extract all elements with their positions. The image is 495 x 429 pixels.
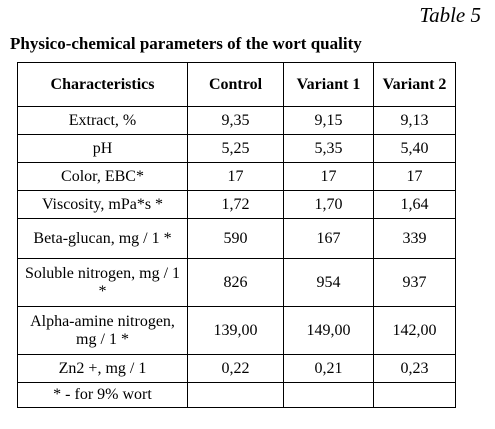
row-label: Color, EBC*: [17, 162, 188, 191]
control-value: 826: [187, 258, 284, 307]
variant-2-value: 1,64: [373, 190, 456, 219]
row-label: Alpha-amine nitrogen, mg / 1 *: [17, 306, 188, 355]
variant-2-value: 937: [373, 258, 456, 307]
table-row: Extract, % 9,35 9,15 9,13: [17, 106, 456, 135]
parameters-table: Characteristics Control Variant 1 Varian…: [17, 62, 456, 408]
variant-1-value: 1,70: [283, 190, 374, 219]
control-value: 5,25: [187, 134, 284, 163]
variant-2-value: 142,00: [373, 306, 456, 355]
control-value: 0,22: [187, 354, 284, 383]
control-value: 590: [187, 218, 284, 259]
table-row: Soluble nitrogen, mg / 1 * 826 954 937: [17, 258, 456, 307]
table-row: Beta-glucan, mg / 1 * 590 167 339: [17, 218, 456, 259]
empty-cell: [373, 382, 456, 408]
empty-cell: [283, 382, 374, 408]
header-control: Control: [187, 62, 284, 107]
table-row: Color, EBC* 17 17 17: [17, 162, 456, 191]
control-value: 9,35: [187, 106, 284, 135]
variant-1-value: 9,15: [283, 106, 374, 135]
variant-2-value: 339: [373, 218, 456, 259]
variant-2-value: 17: [373, 162, 456, 191]
table-number: Table 5: [419, 3, 481, 27]
variant-2-value: 0,23: [373, 354, 456, 383]
variant-1-value: 149,00: [283, 306, 374, 355]
row-label: Beta-glucan, mg / 1 *: [17, 218, 188, 259]
row-label: Viscosity, mPa*s *: [17, 190, 188, 219]
variant-1-value: 5,35: [283, 134, 374, 163]
variant-2-value: 9,13: [373, 106, 456, 135]
row-label: Soluble nitrogen, mg / 1 *: [17, 258, 188, 307]
control-value: 1,72: [187, 190, 284, 219]
variant-1-value: 954: [283, 258, 374, 307]
table-row: Zn2 +, mg / 1 0,22 0,21 0,23: [17, 354, 456, 383]
variant-1-value: 17: [283, 162, 374, 191]
header-row: Characteristics Control Variant 1 Varian…: [17, 62, 456, 107]
table-caption: Physico-chemical parameters of the wort …: [10, 34, 362, 53]
variant-1-value: 167: [283, 218, 374, 259]
control-value: 17: [187, 162, 284, 191]
variant-2-value: 5,40: [373, 134, 456, 163]
header-variant-1: Variant 1: [283, 62, 374, 107]
table-row: Alpha-amine nitrogen, mg / 1 * 139,00 14…: [17, 306, 456, 355]
row-label: Extract, %: [17, 106, 188, 135]
header-characteristics: Characteristics: [17, 62, 188, 107]
table-row: pH 5,25 5,35 5,40: [17, 134, 456, 163]
header-variant-2: Variant 2: [373, 62, 456, 107]
footnote: * - for 9% wort: [17, 382, 188, 408]
row-label: pH: [17, 134, 188, 163]
footnote-row: * - for 9% wort: [17, 382, 456, 408]
row-label: Zn2 +, mg / 1: [17, 354, 188, 383]
control-value: 139,00: [187, 306, 284, 355]
table-row: Viscosity, mPa*s * 1,72 1,70 1,64: [17, 190, 456, 219]
variant-1-value: 0,21: [283, 354, 374, 383]
empty-cell: [187, 382, 284, 408]
